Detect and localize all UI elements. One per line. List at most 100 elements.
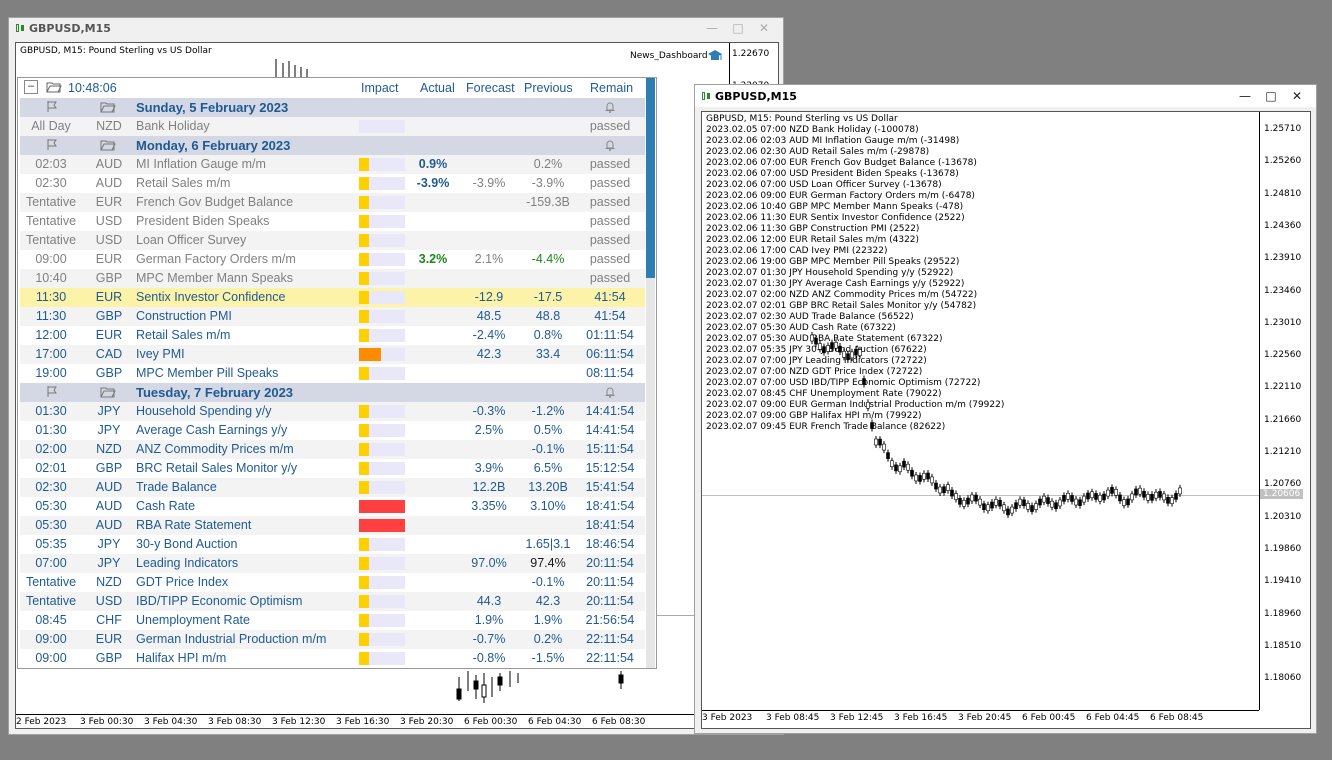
event-row[interactable]: 05:30 AUD Cash Rate 3.35% 3.10% 18:41:54 — [20, 497, 645, 516]
event-row[interactable]: 19:00 GBP MPC Member Pill Speaks 08:11:54 — [20, 364, 645, 383]
window-2-titlebar[interactable]: GBPUSD,M15 — □ ✕ — [695, 85, 1316, 107]
maximize-button[interactable]: □ — [1265, 89, 1277, 103]
event-row[interactable]: 02:03 AUD MI Inflation Gauge m/m 0.9% 0.2% pa… — [20, 155, 645, 174]
column-forecast[interactable]: Forecast — [466, 81, 515, 95]
chart-window-2[interactable]: GBPUSD,M15 — □ ✕ GBPUSD, M15: Pound Ster… — [694, 84, 1317, 734]
event-title[interactable]: 30-y Bond Auction — [136, 537, 238, 551]
event-title[interactable]: Cash Rate — [136, 499, 196, 513]
impact-bar — [359, 652, 405, 665]
event-row[interactable]: Tentative USD President Biden Speaks passed — [20, 212, 645, 231]
event-title[interactable]: IBD/TIPP Economic Optimism — [136, 594, 303, 608]
close-button[interactable]: ✕ — [758, 21, 770, 35]
graduation-cap-icon[interactable] — [707, 48, 723, 67]
event-row[interactable]: 05:35 JPY 30-y Bond Auction 1.65|3.1 18:46:5… — [20, 535, 645, 554]
event-title[interactable]: Unemployment Rate — [136, 613, 250, 627]
minimize-button[interactable]: — — [1239, 89, 1251, 103]
event-row[interactable]: 02:30 AUD Trade Balance 12.2B 13.20B 15:41:54 — [20, 478, 645, 497]
column-remain[interactable]: Remain — [590, 81, 634, 95]
day-label: Tuesday, 7 February 2023 — [136, 385, 294, 400]
candle-body — [1030, 505, 1034, 512]
candle-body — [1094, 493, 1098, 500]
minimize-button[interactable]: — — [706, 21, 718, 35]
event-row[interactable]: Tentative EUR French Gov Budget Balance -15… — [20, 193, 645, 212]
event-title[interactable]: Construction PMI — [136, 309, 232, 323]
column-previous[interactable]: Previous — [524, 81, 573, 95]
bell-icon[interactable] — [604, 386, 616, 401]
event-row[interactable]: All Day NZD Bank Holiday passed — [20, 117, 645, 136]
event-row[interactable]: 07:00 JPY Leading Indicators 97.0% 97.4% 20:1… — [20, 554, 645, 573]
x-tick: 6 Feb 08:30 — [592, 717, 646, 727]
candle-body — [894, 464, 898, 472]
event-row[interactable]: 11:30 EUR Sentix Investor Confidence -12.9 -… — [20, 288, 645, 307]
event-title[interactable]: Halifax HPI m/m — [136, 651, 227, 665]
event-row[interactable]: Tentative USD IBD/TIPP Economic Optimism 44… — [20, 592, 645, 611]
window-1-titlebar[interactable]: GBPUSD,M15 — □ ✕ — [9, 18, 783, 38]
folder-open-icon[interactable] — [46, 81, 62, 96]
event-title[interactable]: Ivey PMI — [136, 347, 185, 361]
event-row[interactable]: 01:30 JPY Average Cash Earnings y/y 2.5% 0.5… — [20, 421, 645, 440]
event-row[interactable]: 02:00 NZD ANZ Commodity Prices m/m -0.1% 15:… — [20, 440, 645, 459]
event-title[interactable]: BRC Retail Sales Monitor y/y — [136, 461, 298, 475]
flag-icon[interactable] — [46, 385, 58, 401]
indicator-label[interactable]: News_Dashboard — [630, 51, 708, 61]
impact-bar — [359, 158, 405, 171]
candle-body — [1110, 487, 1114, 494]
folder-icon[interactable] — [100, 101, 116, 116]
chart-area-2[interactable]: GBPUSD, M15: Pound Sterling vs US Dollar… — [701, 111, 1311, 729]
event-title[interactable]: Trade Balance — [136, 480, 217, 494]
event-title[interactable]: Sentix Investor Confidence — [136, 290, 286, 304]
flag-icon[interactable] — [46, 100, 58, 116]
event-row[interactable]: 17:00 CAD Ivey PMI 42.3 33.4 06:11:54 — [20, 345, 645, 364]
event-title[interactable]: MI Inflation Gauge m/m — [136, 157, 266, 171]
event-title[interactable]: MPC Member Pill Speaks — [136, 366, 279, 380]
event-title[interactable]: Household Spending y/y — [136, 404, 272, 418]
news-dashboard-panel[interactable]: – 10:48:06 Impact Actual Forecast Previo… — [17, 77, 657, 669]
flag-icon[interactable] — [46, 138, 58, 154]
bell-icon[interactable] — [604, 101, 616, 116]
event-title[interactable]: President Biden Speaks — [136, 214, 270, 228]
event-title[interactable]: MPC Member Mann Speaks — [136, 271, 294, 285]
event-title[interactable]: ANZ Commodity Prices m/m — [136, 442, 294, 456]
event-row[interactable]: 11:30 GBP Construction PMI 48.5 48.8 41:54 — [20, 307, 645, 326]
event-row[interactable]: 01:30 JPY Household Spending y/y -0.3% -1.2%… — [20, 402, 645, 421]
candle-body — [1090, 491, 1094, 499]
scrollbar-thumb[interactable] — [646, 78, 655, 278]
event-title[interactable]: Loan Officer Survey — [136, 233, 247, 247]
event-title[interactable]: RBA Rate Statement — [136, 518, 252, 532]
event-row[interactable]: 09:00 GBP Halifax HPI m/m -0.8% -1.5% 22:11:5… — [20, 649, 645, 668]
event-title[interactable]: Retail Sales m/m — [136, 328, 231, 342]
candles-right — [618, 671, 624, 689]
day-header-row[interactable]: Tuesday, 7 February 2023 — [20, 383, 645, 402]
event-row[interactable]: 09:00 EUR German Factory Orders m/m 3.2% 2.1… — [20, 250, 645, 269]
event-row[interactable]: 02:30 AUD Retail Sales m/m -3.9% -3.9% -3.9% p… — [20, 174, 645, 193]
day-header-row[interactable]: Monday, 6 February 2023 — [20, 136, 645, 155]
maximize-button[interactable]: □ — [732, 21, 744, 35]
folder-icon[interactable] — [100, 386, 116, 401]
event-row[interactable]: 05:30 AUD RBA Rate Statement 18:41:54 — [20, 516, 645, 535]
event-row[interactable]: 02:01 GBP BRC Retail Sales Monitor y/y 3.9%… — [20, 459, 645, 478]
event-row[interactable]: Tentative NZD GDT Price Index -0.1% 20:11:54 — [20, 573, 645, 592]
event-row[interactable]: 10:40 GBP MPC Member Mann Speaks passed — [20, 269, 645, 288]
event-title[interactable]: Bank Holiday — [136, 119, 210, 133]
event-row[interactable]: 12:00 EUR Retail Sales m/m -2.4% 0.8% 01:11:5… — [20, 326, 645, 345]
close-button[interactable]: ✕ — [1291, 89, 1303, 103]
dashboard-scrollbar[interactable] — [646, 78, 655, 668]
day-header-row[interactable]: Sunday, 5 February 2023 — [20, 98, 645, 117]
event-row[interactable]: Tentative USD Loan Officer Survey passed — [20, 231, 645, 250]
event-title[interactable]: Leading Indicators — [136, 556, 239, 570]
event-previous: -3.9% — [531, 176, 565, 190]
event-title[interactable]: Average Cash Earnings y/y — [136, 423, 288, 437]
column-actual[interactable]: Actual — [420, 81, 455, 95]
event-title[interactable]: French Gov Budget Balance — [136, 195, 294, 209]
column-impact[interactable]: Impact — [361, 81, 399, 95]
event-title[interactable]: GDT Price Index — [136, 575, 229, 589]
event-title[interactable]: German Factory Orders m/m — [136, 252, 296, 266]
candle-body — [830, 342, 834, 349]
event-title[interactable]: Retail Sales m/m — [136, 176, 231, 190]
event-row[interactable]: 09:00 EUR German Industrial Production m/m… — [20, 630, 645, 649]
folder-icon[interactable] — [100, 139, 116, 154]
collapse-button[interactable]: – — [24, 80, 38, 94]
bell-icon[interactable] — [604, 139, 616, 154]
event-row[interactable]: 08:45 CHF Unemployment Rate 1.9% 1.9% 21:56:5… — [20, 611, 645, 630]
event-title[interactable]: German Industrial Production m/m — [136, 632, 327, 646]
